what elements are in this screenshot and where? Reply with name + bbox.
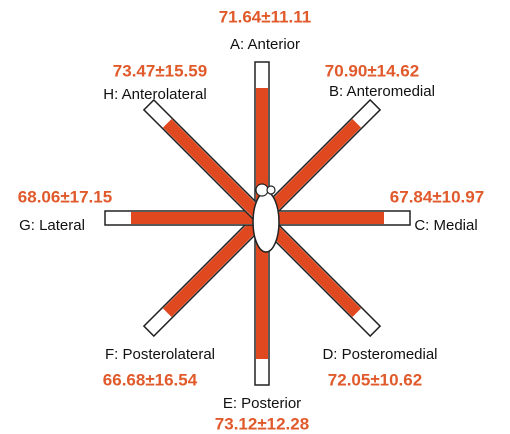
direction-label: E: Posterior [223, 395, 301, 412]
arm-fill [256, 218, 268, 359]
arm [261, 210, 411, 226]
direction-label: A: Anterior [230, 36, 300, 53]
direction-value: 73.12±12.28 [215, 414, 309, 433]
arm-fill [163, 119, 267, 223]
arm [254, 217, 270, 386]
direction-label: G: Lateral [19, 217, 85, 234]
arm [104, 210, 263, 226]
arm [255, 98, 382, 225]
direction-label: D: Posteromedial [322, 346, 437, 363]
arm-fill [257, 119, 361, 223]
direction-value: 66.68±16.54 [103, 370, 198, 389]
labels: A: Anterior 71.64±11.11 B: Anteromedial 70.… [18, 7, 484, 433]
direction-value: 70.90±14.62 [325, 61, 419, 80]
direction-label: B: Anteromedial [329, 83, 435, 100]
direction-value: 68.06±17.15 [18, 187, 112, 206]
arm-fill [262, 212, 384, 224]
direction-label: F: Posterolateral [105, 346, 215, 363]
direction-value: 67.84±10.97 [390, 187, 484, 206]
arm-fill [257, 213, 361, 317]
foot [252, 183, 280, 253]
direction-label: C: Medial [414, 217, 477, 234]
arm [142, 211, 269, 338]
arm-fill [131, 212, 262, 224]
direction-value: 71.64±11.11 [219, 7, 312, 26]
direction-label: H: Anterolateral [103, 86, 206, 103]
direction-value: 72.05±10.62 [328, 370, 422, 389]
direction-value: 73.47±15.59 [113, 61, 207, 80]
arm [142, 98, 269, 225]
arm-fill [163, 213, 267, 317]
